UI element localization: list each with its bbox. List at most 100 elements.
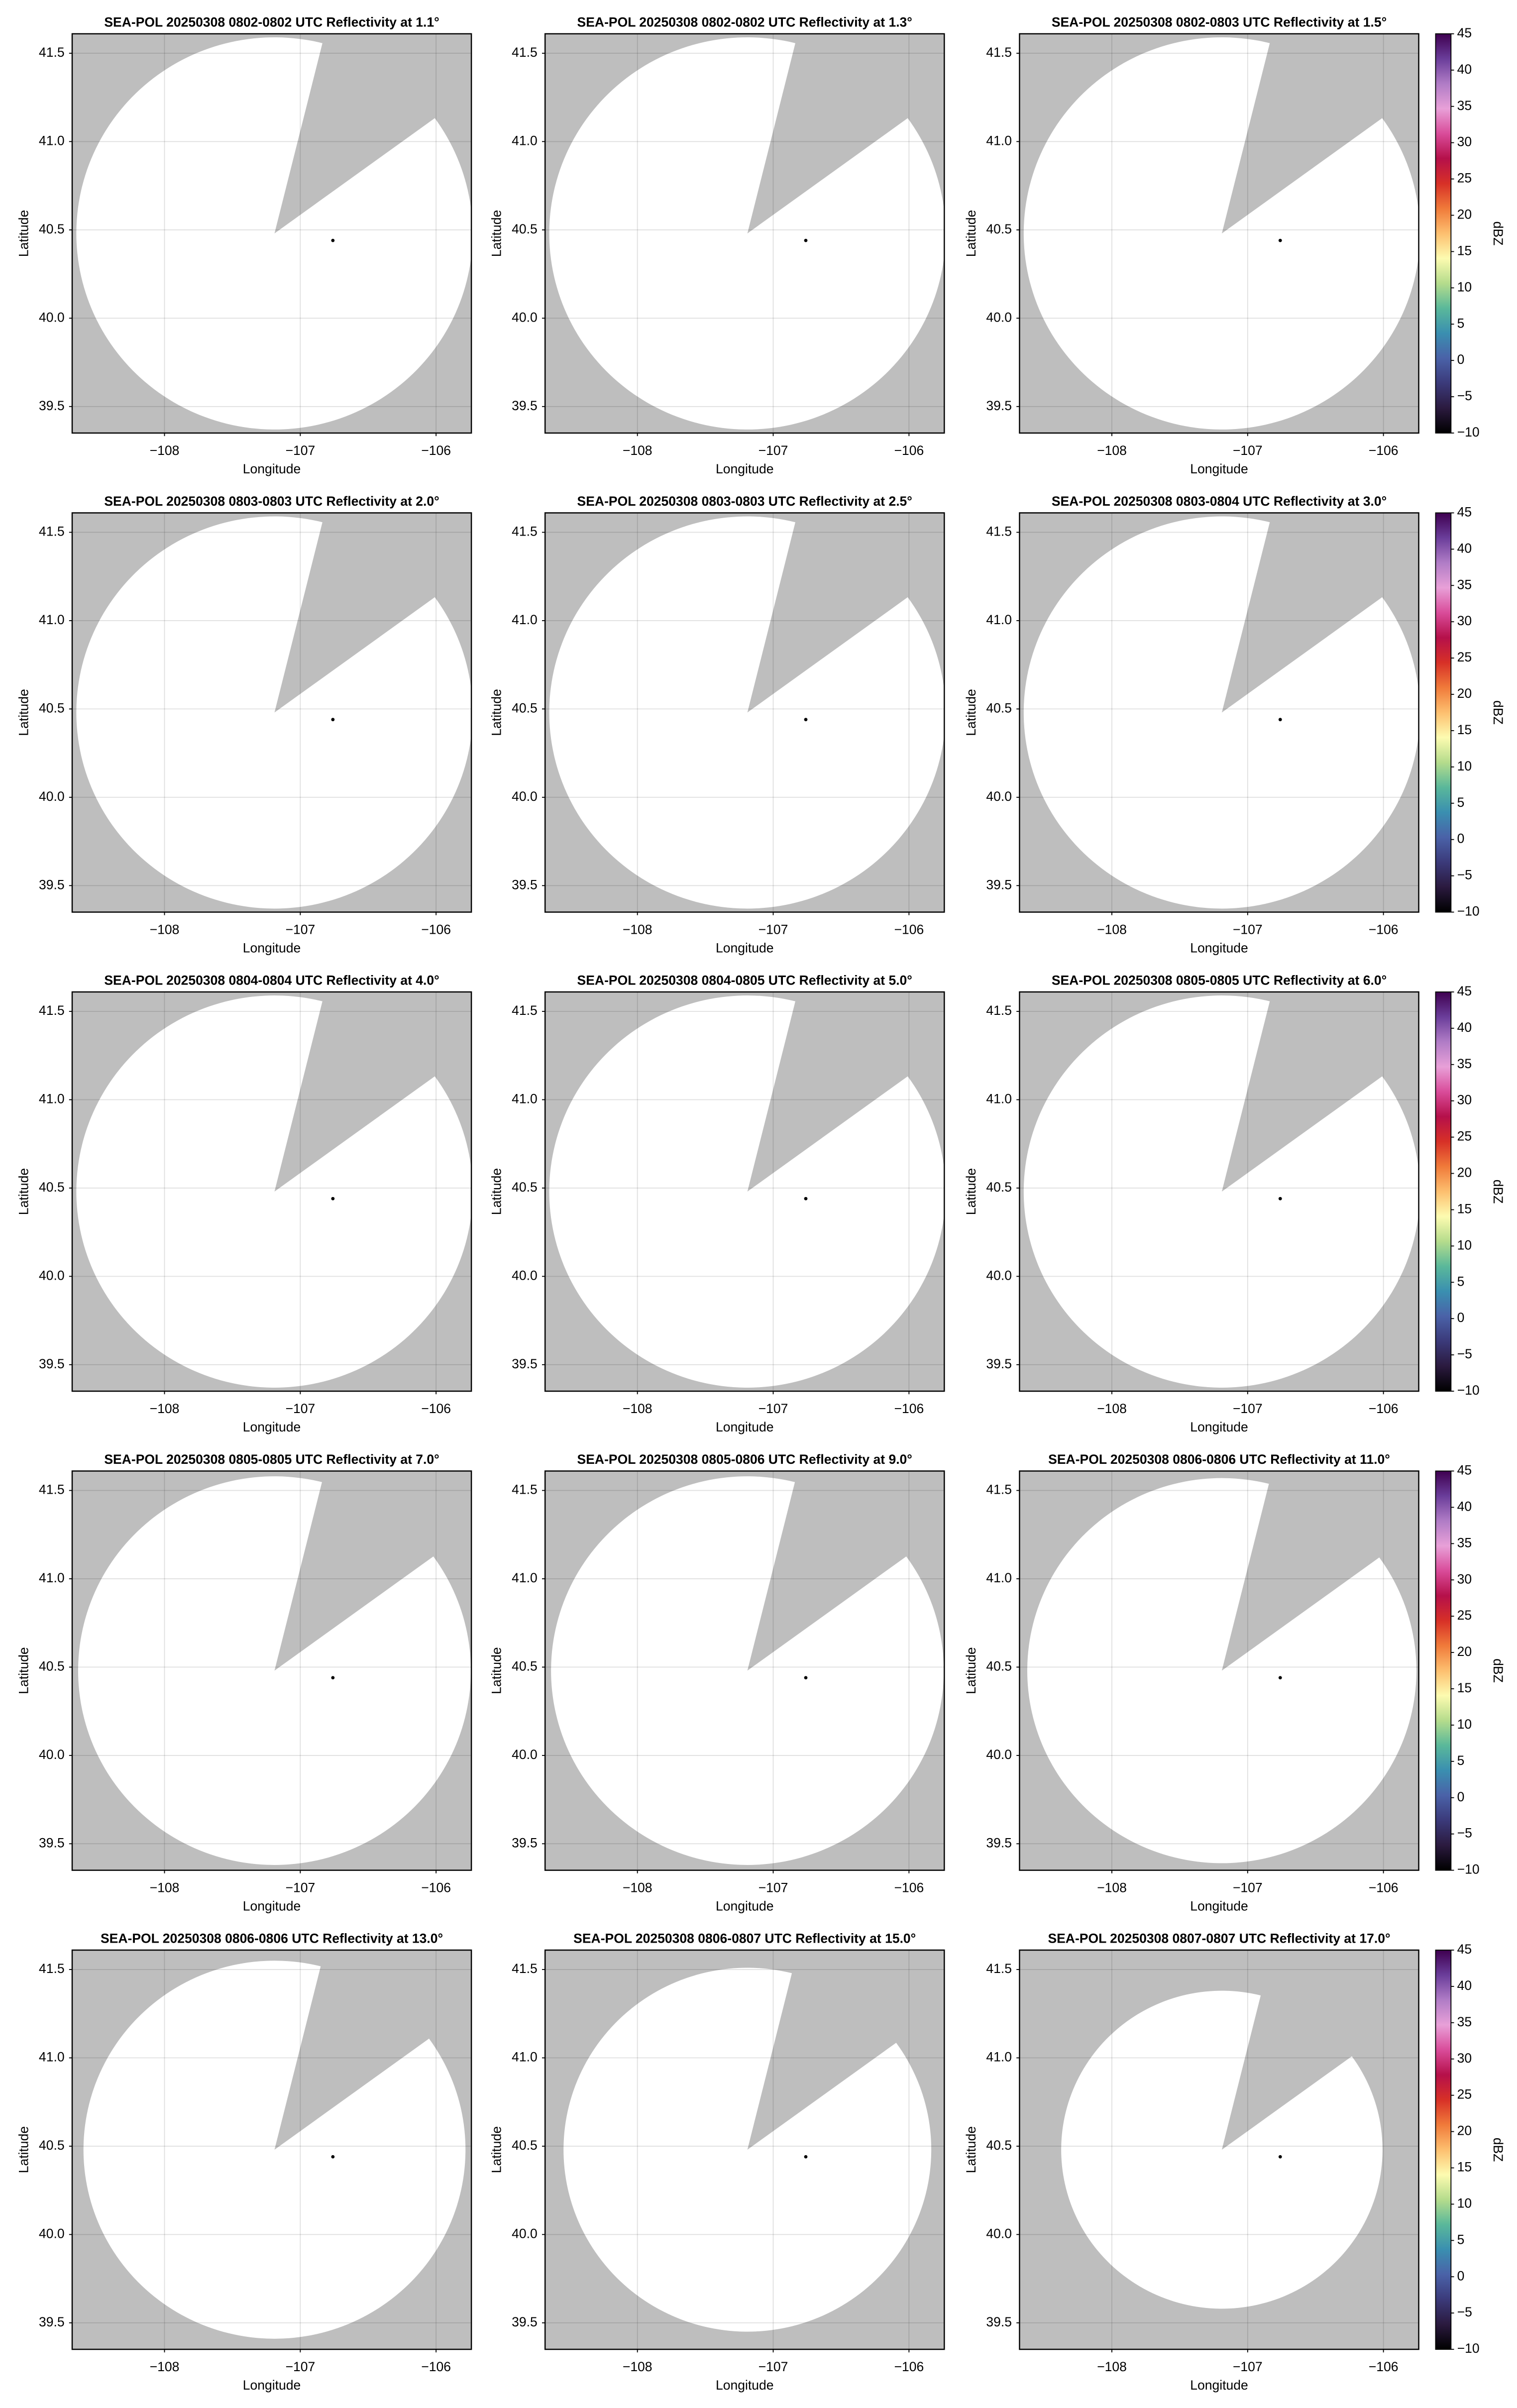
- radar-location: [331, 1197, 335, 1201]
- colorbar-tick-label: 35: [1457, 1056, 1472, 1071]
- y-tick-label: 40.5: [39, 2138, 65, 2153]
- colorbar: [1435, 991, 1452, 1392]
- y-tick-label: 41.0: [512, 1570, 538, 1585]
- plot-area: [1019, 1471, 1419, 1870]
- colorbar-tick-label: −10: [1457, 2341, 1480, 2356]
- y-tick-label: 41.5: [986, 45, 1012, 60]
- y-tick-label: 40.5: [986, 221, 1012, 236]
- plot-area: [545, 991, 945, 1392]
- x-axis-label: Longitude: [243, 1420, 301, 1434]
- colorbar-tick-label: 25: [1457, 650, 1472, 664]
- radar-coverage: [76, 995, 472, 1388]
- y-tick-label: 41.5: [986, 524, 1012, 539]
- radar-location: [804, 1197, 808, 1201]
- colorbar-label: dBZ: [1491, 221, 1506, 246]
- plot-area: [1019, 1950, 1419, 2350]
- colorbar-tick-label: −10: [1457, 1383, 1480, 1398]
- colorbar: [1435, 1950, 1452, 2350]
- colorbar-tick-label: 5: [1457, 316, 1465, 330]
- radar-coverage: [563, 1968, 932, 2332]
- y-tick-label: 39.5: [39, 2314, 65, 2329]
- plot-frame: [71, 1949, 472, 2350]
- plot-area: [545, 1471, 945, 1870]
- chart-title: SEA-POL 20250308 0802-0802 UTC Reflectiv…: [104, 14, 439, 29]
- y-tick-label: 40.0: [39, 1747, 65, 1762]
- colorbar-label: dBZ: [1491, 1658, 1506, 1683]
- x-tick-label: −108: [623, 922, 652, 937]
- x-axis-label: Longitude: [716, 1420, 774, 1434]
- x-axis-label: Longitude: [243, 941, 301, 956]
- radar-location: [331, 718, 335, 722]
- x-axis-label: Longitude: [716, 461, 774, 476]
- colorbar-tick-label: 15: [1457, 243, 1472, 258]
- plot-frame: [71, 991, 472, 1392]
- plot-frame: [544, 512, 945, 913]
- panel: −108 −107 −106 39.5 40.0 40.5 41.0 41.5 SEA-POL …: [964, 1452, 1506, 1914]
- plot-frame: [1019, 991, 1419, 1392]
- x-axis-label: Longitude: [243, 1899, 301, 1914]
- y-axis-label: Latitude: [964, 1168, 978, 1215]
- radar-location: [804, 718, 808, 722]
- x-tick-label: −107: [758, 922, 788, 937]
- x-tick-label: −108: [1097, 1401, 1127, 1416]
- colorbar-tick-label: −5: [1457, 1826, 1472, 1841]
- y-tick-label: 39.5: [512, 398, 538, 413]
- y-tick-label: 40.5: [39, 700, 65, 715]
- y-tick-label: 40.0: [39, 789, 65, 804]
- x-axis-label: Longitude: [1190, 1420, 1248, 1434]
- x-tick-label: −108: [150, 2359, 180, 2374]
- y-axis-label: Latitude: [489, 1647, 504, 1694]
- y-tick-label: 40.0: [512, 310, 538, 325]
- y-tick-label: 41.5: [512, 524, 538, 539]
- y-tick-label: 41.0: [512, 133, 538, 148]
- y-tick-label: 41.0: [986, 1570, 1012, 1585]
- radar-coverage: [1023, 995, 1419, 1388]
- y-tick-label: 41.5: [39, 1482, 65, 1497]
- radar-location: [804, 238, 808, 242]
- x-tick-label: −108: [150, 443, 180, 458]
- colorbar-tick-label: 40: [1457, 1978, 1472, 1993]
- y-tick-label: 39.5: [39, 1835, 65, 1850]
- x-tick-label: −106: [894, 1401, 924, 1416]
- x-tick-label: −106: [421, 1880, 451, 1895]
- colorbar-tick-label: 20: [1457, 1165, 1472, 1180]
- x-axis-label: Longitude: [1190, 2378, 1248, 2393]
- x-tick-label: −106: [421, 1401, 451, 1416]
- x-tick-label: −107: [285, 1880, 315, 1895]
- y-tick-label: 40.5: [512, 1180, 538, 1195]
- colorbar-tick-label: 25: [1457, 1129, 1472, 1144]
- colorbar-tick-label: 45: [1457, 1463, 1472, 1478]
- y-tick-label: 40.5: [39, 1658, 65, 1673]
- colorbar-tick-label: 15: [1457, 1201, 1472, 1216]
- y-tick-label: 40.5: [512, 2138, 538, 2153]
- colorbar-tick-label: 40: [1457, 541, 1472, 555]
- colorbar-tick-label: 30: [1457, 2051, 1472, 2066]
- radar-location: [1278, 1197, 1282, 1201]
- x-tick-label: −108: [150, 1401, 180, 1416]
- colorbar-tick-label: 30: [1457, 134, 1472, 149]
- x-axis-label: Longitude: [243, 2378, 301, 2393]
- y-tick-label: 41.5: [39, 45, 65, 60]
- y-tick-label: 41.0: [39, 1091, 65, 1106]
- colorbar-tick-label: 20: [1457, 686, 1472, 701]
- colorbar-tick-label: 20: [1457, 1644, 1472, 1659]
- y-tick-label: 40.5: [39, 1180, 65, 1195]
- chart-title: SEA-POL 20250308 0804-0805 UTC Reflectiv…: [577, 973, 912, 987]
- x-tick-label: −107: [285, 922, 315, 937]
- colorbar-tick-label: 10: [1457, 1237, 1472, 1252]
- colorbar-label: dBZ: [1491, 2138, 1506, 2162]
- y-tick-label: 41.0: [986, 2050, 1012, 2065]
- x-axis-label: Longitude: [716, 1899, 774, 1914]
- colorbar-tick-label: 0: [1457, 1789, 1465, 1804]
- y-tick-label: 41.5: [512, 1961, 538, 1976]
- x-tick-label: −107: [1233, 922, 1263, 937]
- x-tick-label: −106: [894, 443, 924, 458]
- y-tick-label: 41.5: [39, 524, 65, 539]
- x-tick-label: −107: [1233, 1880, 1263, 1895]
- radar-location: [804, 1676, 808, 1680]
- colorbar-tick-label: 40: [1457, 62, 1472, 77]
- plot-frame: [1019, 33, 1419, 434]
- plot-area: [545, 1950, 945, 2350]
- colorbar-tick-label: 15: [1457, 1680, 1472, 1695]
